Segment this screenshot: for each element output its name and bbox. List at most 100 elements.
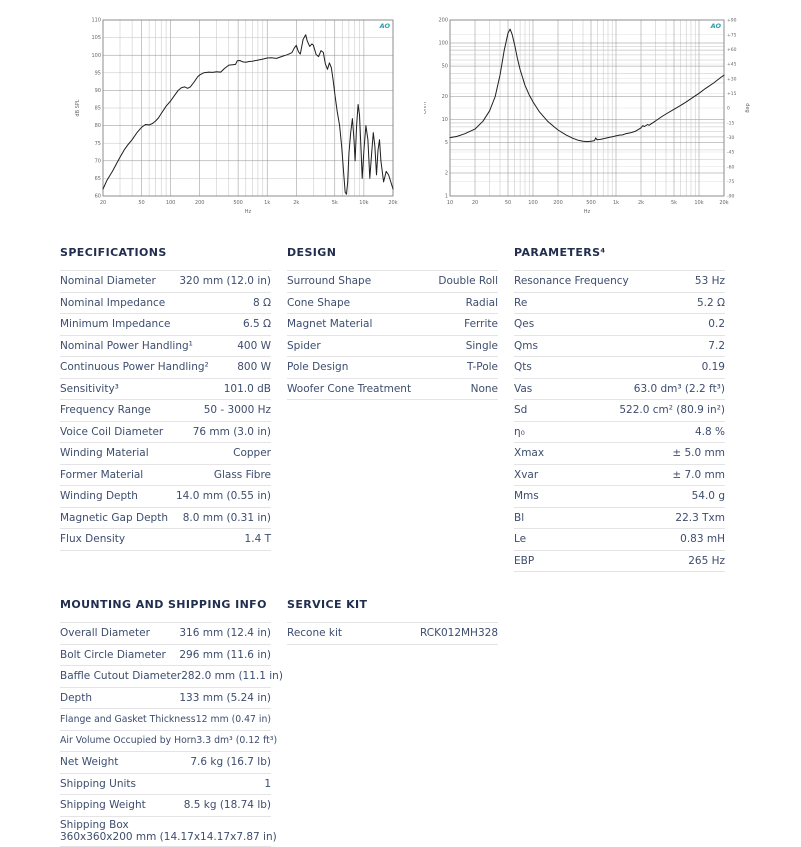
svg-text:20: 20 bbox=[442, 94, 448, 100]
table-row: Vas 63.0 dm³ (2.2 ft³) bbox=[514, 379, 725, 400]
svg-text:5k: 5k bbox=[332, 200, 338, 206]
svg-text:50: 50 bbox=[505, 200, 511, 206]
svg-text:20: 20 bbox=[472, 200, 478, 206]
row-label: Flange and Gasket Thickness bbox=[60, 713, 196, 725]
svg-text:-15: -15 bbox=[727, 120, 734, 126]
row-value: 54.0 g bbox=[691, 490, 725, 503]
svg-text:AO: AO bbox=[710, 22, 722, 30]
row-label: Voice Coil Diameter bbox=[60, 425, 164, 438]
row-label: Magnet Material bbox=[287, 318, 373, 331]
row-label: Spider bbox=[287, 339, 321, 352]
svg-text:70: 70 bbox=[95, 158, 101, 164]
svg-text:10k: 10k bbox=[359, 200, 368, 206]
row-label: Woofer Cone Treatment bbox=[287, 382, 412, 395]
svg-text:100: 100 bbox=[438, 41, 448, 47]
svg-text:50: 50 bbox=[442, 64, 448, 70]
row-label: Overall Diameter bbox=[60, 627, 150, 640]
svg-text:0: 0 bbox=[727, 106, 730, 112]
row-value: 522.0 cm² (80.9 in²) bbox=[619, 404, 725, 417]
frequency-response-chart: 60 65 70 75 80 85 90 95 100 105 110 20 50 100 200 500 1k… bbox=[75, 18, 398, 215]
svg-text:-75: -75 bbox=[727, 179, 734, 185]
table-row: Flux Density 1.4 T bbox=[60, 529, 271, 551]
row-label: Winding Material bbox=[60, 447, 149, 460]
table-row: Magnetic Gap Depth 8.0 mm (0.31 in) bbox=[60, 508, 271, 529]
row-label: EBP bbox=[514, 554, 535, 567]
svg-text:5k: 5k bbox=[671, 200, 677, 206]
svg-text:10k: 10k bbox=[694, 200, 703, 206]
row-value: 14.0 mm (0.55 in) bbox=[176, 490, 271, 503]
table-row: Depth 133 mm (5.24 in) bbox=[60, 688, 271, 709]
table-row: Bolt Circle Diameter 296 mm (11.6 in) bbox=[60, 645, 271, 666]
svg-text:20: 20 bbox=[100, 200, 106, 206]
svg-text:90: 90 bbox=[95, 88, 101, 94]
row-value: 8 Ω bbox=[252, 296, 271, 309]
row-label: Sensitivity³ bbox=[60, 382, 119, 395]
svg-text:95: 95 bbox=[95, 70, 101, 76]
table-row: EBP 265 Hz bbox=[514, 551, 725, 572]
svg-text:500: 500 bbox=[586, 200, 596, 206]
svg-text:100: 100 bbox=[91, 53, 101, 59]
row-value: Single bbox=[465, 339, 498, 352]
svg-text:75: 75 bbox=[95, 141, 101, 147]
svg-text:105: 105 bbox=[91, 35, 101, 41]
section-parameters: PARAMETERS⁴ Resonance Frequency 53 Hz Re 5.… bbox=[514, 246, 725, 572]
row-label: Former Material bbox=[60, 468, 144, 481]
section-specifications: SPECIFICATIONS Nominal Diameter 320 mm (1… bbox=[60, 246, 271, 572]
svg-text:Hz: Hz bbox=[245, 209, 252, 215]
row-label: Sd bbox=[514, 404, 528, 417]
svg-text:Ohm: Ohm bbox=[424, 102, 428, 114]
row-value: 320 mm (12.0 in) bbox=[179, 275, 271, 288]
row-value: Ferrite bbox=[464, 318, 498, 331]
section-title: MOUNTING AND SHIPPING INFO bbox=[60, 598, 267, 611]
row-label: Le bbox=[514, 533, 527, 546]
table-row: Net Weight 7.6 kg (16.7 lb) bbox=[60, 752, 271, 774]
svg-text:200: 200 bbox=[553, 200, 563, 206]
table-row: Shipping Units 1 bbox=[60, 774, 271, 795]
row-label: Qes bbox=[514, 318, 535, 331]
table-row: Winding Material Copper bbox=[60, 443, 271, 465]
svg-text:+60: +60 bbox=[727, 47, 737, 53]
row-value: 7.6 kg (16.7 lb) bbox=[190, 756, 271, 769]
row-value: 800 W bbox=[237, 361, 271, 374]
charts-row: 60 65 70 75 80 85 90 95 100 105 110 20 50 100 200 500 1k… bbox=[0, 0, 801, 220]
row-value: 265 Hz bbox=[688, 554, 725, 567]
row-value: Double Roll bbox=[438, 275, 498, 288]
row-value: 8.5 kg (18.74 lb) bbox=[183, 799, 271, 812]
table-row: Sensitivity³ 101.0 dB bbox=[60, 379, 271, 400]
parameters-table: Resonance Frequency 53 Hz Re 5.2 Ω Qes 0.2 Qms… bbox=[514, 270, 725, 572]
table-row: Shipping Weight 8.5 kg (18.74 lb) bbox=[60, 795, 271, 817]
row-label: Re bbox=[514, 296, 528, 309]
svg-text:500: 500 bbox=[233, 200, 243, 206]
svg-text:-45: -45 bbox=[727, 150, 734, 156]
row-value: 4.8 % bbox=[694, 425, 725, 438]
table-row: Flange and Gasket Thickness 12 mm (0.47 i… bbox=[60, 709, 271, 731]
row-value: 1.4 T bbox=[244, 533, 271, 546]
svg-text:+75: +75 bbox=[727, 32, 737, 38]
row-value: Radial bbox=[465, 296, 498, 309]
table-row: Recone kit RCK012MH328 bbox=[287, 623, 498, 645]
table-row: Qes 0.2 bbox=[514, 314, 725, 336]
row-value: RCK012MH328 bbox=[419, 627, 498, 640]
row-value: 1 bbox=[264, 777, 271, 790]
table-row: Winding Depth 14.0 mm (0.55 in) bbox=[60, 486, 271, 508]
table-row: Woofer Cone Treatment None bbox=[287, 379, 498, 400]
table-row: Qts 0.19 bbox=[514, 357, 725, 379]
svg-text:1k: 1k bbox=[613, 200, 619, 206]
row-label: Depth bbox=[60, 691, 92, 704]
table-row: Voice Coil Diameter 76 mm (3.0 in) bbox=[60, 422, 271, 443]
row-label: Qts bbox=[514, 361, 532, 374]
row-value: 6.5 Ω bbox=[242, 318, 271, 331]
row-label: Cone Shape bbox=[287, 296, 351, 309]
table-row: η₀ 4.8 % bbox=[514, 422, 725, 443]
table-row: Sd 522.0 cm² (80.9 in²) bbox=[514, 400, 725, 422]
svg-text:2: 2 bbox=[445, 171, 448, 177]
row-value: 76 mm (3.0 in) bbox=[192, 425, 271, 438]
svg-text:+90: +90 bbox=[727, 18, 737, 24]
row-value: 22.3 Txm bbox=[675, 511, 725, 524]
table-row: Mms 54.0 g bbox=[514, 486, 725, 508]
row-label: Baffle Cutout Diameter bbox=[60, 670, 182, 683]
row-value: 7.2 bbox=[708, 339, 725, 352]
table-row: Overall Diameter 316 mm (12.4 in) bbox=[60, 623, 271, 645]
svg-text:65: 65 bbox=[95, 176, 101, 182]
table-row: Nominal Power Handling¹ 400 W bbox=[60, 336, 271, 357]
